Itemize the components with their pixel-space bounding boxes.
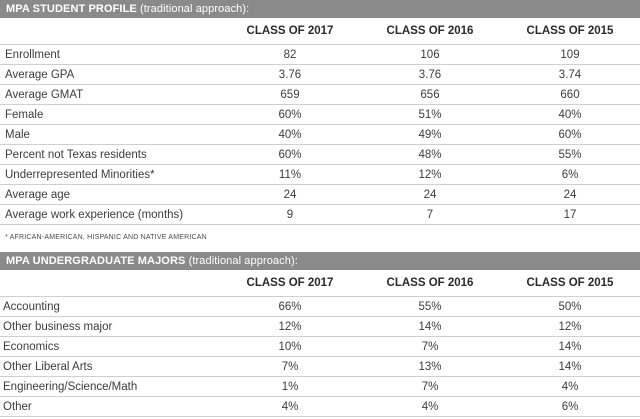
- row-label: Underrepresented Minorities*: [0, 164, 220, 185]
- table-cell: 11%: [220, 164, 360, 185]
- row-label: Engineering/Science/Math: [0, 376, 220, 397]
- student-profile-table: CLASS OF 2017 CLASS OF 2016 CLASS OF 201…: [0, 18, 640, 225]
- footnote: * AFRICAN-AMERICAN, HISPANIC AND NATIVE …: [5, 234, 207, 241]
- table-cell: 13%: [360, 356, 500, 377]
- undergrad-majors-rows: Accounting 66% 55% 50% Other business major 1…: [0, 296, 640, 417]
- table-cell: 14%: [500, 356, 640, 377]
- table-cell: 60%: [220, 144, 360, 165]
- student-profile-rows: Enrollment 82 106 109 Average GPA 3.76 3.76 3.7…: [0, 44, 640, 225]
- table-row: Other business major 12% 14% 12%: [0, 316, 640, 337]
- row-label: Enrollment: [0, 44, 220, 65]
- column-header: CLASS OF 2015: [500, 270, 640, 297]
- table-cell: 3.76: [220, 64, 360, 85]
- table-cell: 3.76: [360, 64, 500, 85]
- table-cell: 24: [360, 184, 500, 205]
- table-row: Underrepresented Minorities* 11% 12% 6%: [0, 164, 640, 185]
- undergrad-majors-banner: MPA UNDERGRADUATE MAJORS (traditional ap…: [0, 252, 640, 270]
- column-header: CLASS OF 2016: [360, 270, 500, 297]
- row-label: Accounting: [0, 296, 220, 317]
- row-label: Male: [0, 124, 220, 145]
- table-cell: 7%: [220, 356, 360, 377]
- table-row: Engineering/Science/Math 1% 7% 4%: [0, 376, 640, 397]
- column-header: [0, 270, 220, 297]
- table-cell: 659: [220, 84, 360, 105]
- table-cell: 3.74: [500, 64, 640, 85]
- undergrad-majors-table: CLASS OF 2017 CLASS OF 2016 CLASS OF 201…: [0, 270, 640, 417]
- undergrad-majors-subtitle: (traditional approach):: [185, 255, 298, 267]
- table-cell: 7%: [360, 376, 500, 397]
- table-cell: 106: [360, 44, 500, 65]
- table-header-row: CLASS OF 2017 CLASS OF 2016 CLASS OF 201…: [0, 18, 640, 45]
- table-cell: 24: [500, 184, 640, 205]
- table-cell: 4%: [360, 396, 500, 417]
- table-cell: 49%: [360, 124, 500, 145]
- table-cell: 66%: [220, 296, 360, 317]
- table-row: Average work experience (months) 9 7 17: [0, 204, 640, 225]
- row-label: Other Liberal Arts: [0, 356, 220, 377]
- table-row: Male 40% 49% 60%: [0, 124, 640, 145]
- column-header: CLASS OF 2015: [500, 18, 640, 45]
- table-cell: 14%: [360, 316, 500, 337]
- student-profile-section: MPA STUDENT PROFILE (traditional approac…: [0, 0, 640, 241]
- table-row: Other 4% 4% 6%: [0, 396, 640, 417]
- table-cell: 50%: [500, 296, 640, 317]
- student-profile-subtitle: (traditional approach):: [136, 3, 250, 15]
- table-cell: 6%: [500, 164, 640, 185]
- table-header-row: CLASS OF 2017 CLASS OF 2016 CLASS OF 201…: [0, 270, 640, 297]
- table-cell: 24: [220, 184, 360, 205]
- table-cell: 660: [500, 84, 640, 105]
- student-profile-banner: MPA STUDENT PROFILE (traditional approac…: [0, 0, 640, 18]
- row-label: Percent not Texas residents: [0, 144, 220, 165]
- table-cell: 12%: [360, 164, 500, 185]
- student-profile-title: MPA STUDENT PROFILE: [6, 3, 137, 15]
- column-header: [0, 18, 220, 45]
- table-cell: 14%: [500, 336, 640, 357]
- table-cell: 51%: [360, 104, 500, 125]
- row-label: Average age: [0, 184, 220, 205]
- table-row: Enrollment 82 106 109: [0, 44, 640, 65]
- table-cell: 12%: [500, 316, 640, 337]
- row-label: Average GPA: [0, 64, 220, 85]
- row-label: Other business major: [0, 316, 220, 337]
- table-row: Economics 10% 7% 14%: [0, 336, 640, 357]
- table-row: Average age 24 24 24: [0, 184, 640, 205]
- column-header: CLASS OF 2017: [220, 18, 360, 45]
- row-label: Female: [0, 104, 220, 125]
- table-cell: 55%: [360, 296, 500, 317]
- table-cell: 60%: [220, 104, 360, 125]
- row-label: Economics: [0, 336, 220, 357]
- table-cell: 55%: [500, 144, 640, 165]
- table-cell: 4%: [220, 396, 360, 417]
- table-row: Accounting 66% 55% 50%: [0, 296, 640, 317]
- table-cell: 40%: [500, 104, 640, 125]
- table-row: Average GPA 3.76 3.76 3.74: [0, 64, 640, 85]
- table-cell: 109: [500, 44, 640, 65]
- table-cell: 6%: [500, 396, 640, 417]
- table-cell: 10%: [220, 336, 360, 357]
- table-cell: 9: [220, 204, 360, 225]
- table-cell: 656: [360, 84, 500, 105]
- table-cell: 82: [220, 44, 360, 65]
- table-cell: 40%: [220, 124, 360, 145]
- table-row: Female 60% 51% 40%: [0, 104, 640, 125]
- row-label: Other: [0, 396, 220, 417]
- column-header: CLASS OF 2017: [220, 270, 360, 297]
- row-label: Average work experience (months): [0, 204, 220, 225]
- table-cell: 1%: [220, 376, 360, 397]
- table-cell: 7%: [360, 336, 500, 357]
- table-cell: 60%: [500, 124, 640, 145]
- table-cell: 7: [360, 204, 500, 225]
- undergrad-majors-title: MPA UNDERGRADUATE MAJORS: [6, 255, 186, 267]
- table-cell: 12%: [220, 316, 360, 337]
- table-cell: 17: [500, 204, 640, 225]
- row-label: Average GMAT: [0, 84, 220, 105]
- column-header: CLASS OF 2016: [360, 18, 500, 45]
- undergrad-majors-section: MPA UNDERGRADUATE MAJORS (traditional ap…: [0, 252, 640, 417]
- table-cell: 48%: [360, 144, 500, 165]
- table-cell: 4%: [500, 376, 640, 397]
- table-row: Other Liberal Arts 7% 13% 14%: [0, 356, 640, 377]
- table-row: Average GMAT 659 656 660: [0, 84, 640, 105]
- table-row: Percent not Texas residents 60% 48% 55%: [0, 144, 640, 165]
